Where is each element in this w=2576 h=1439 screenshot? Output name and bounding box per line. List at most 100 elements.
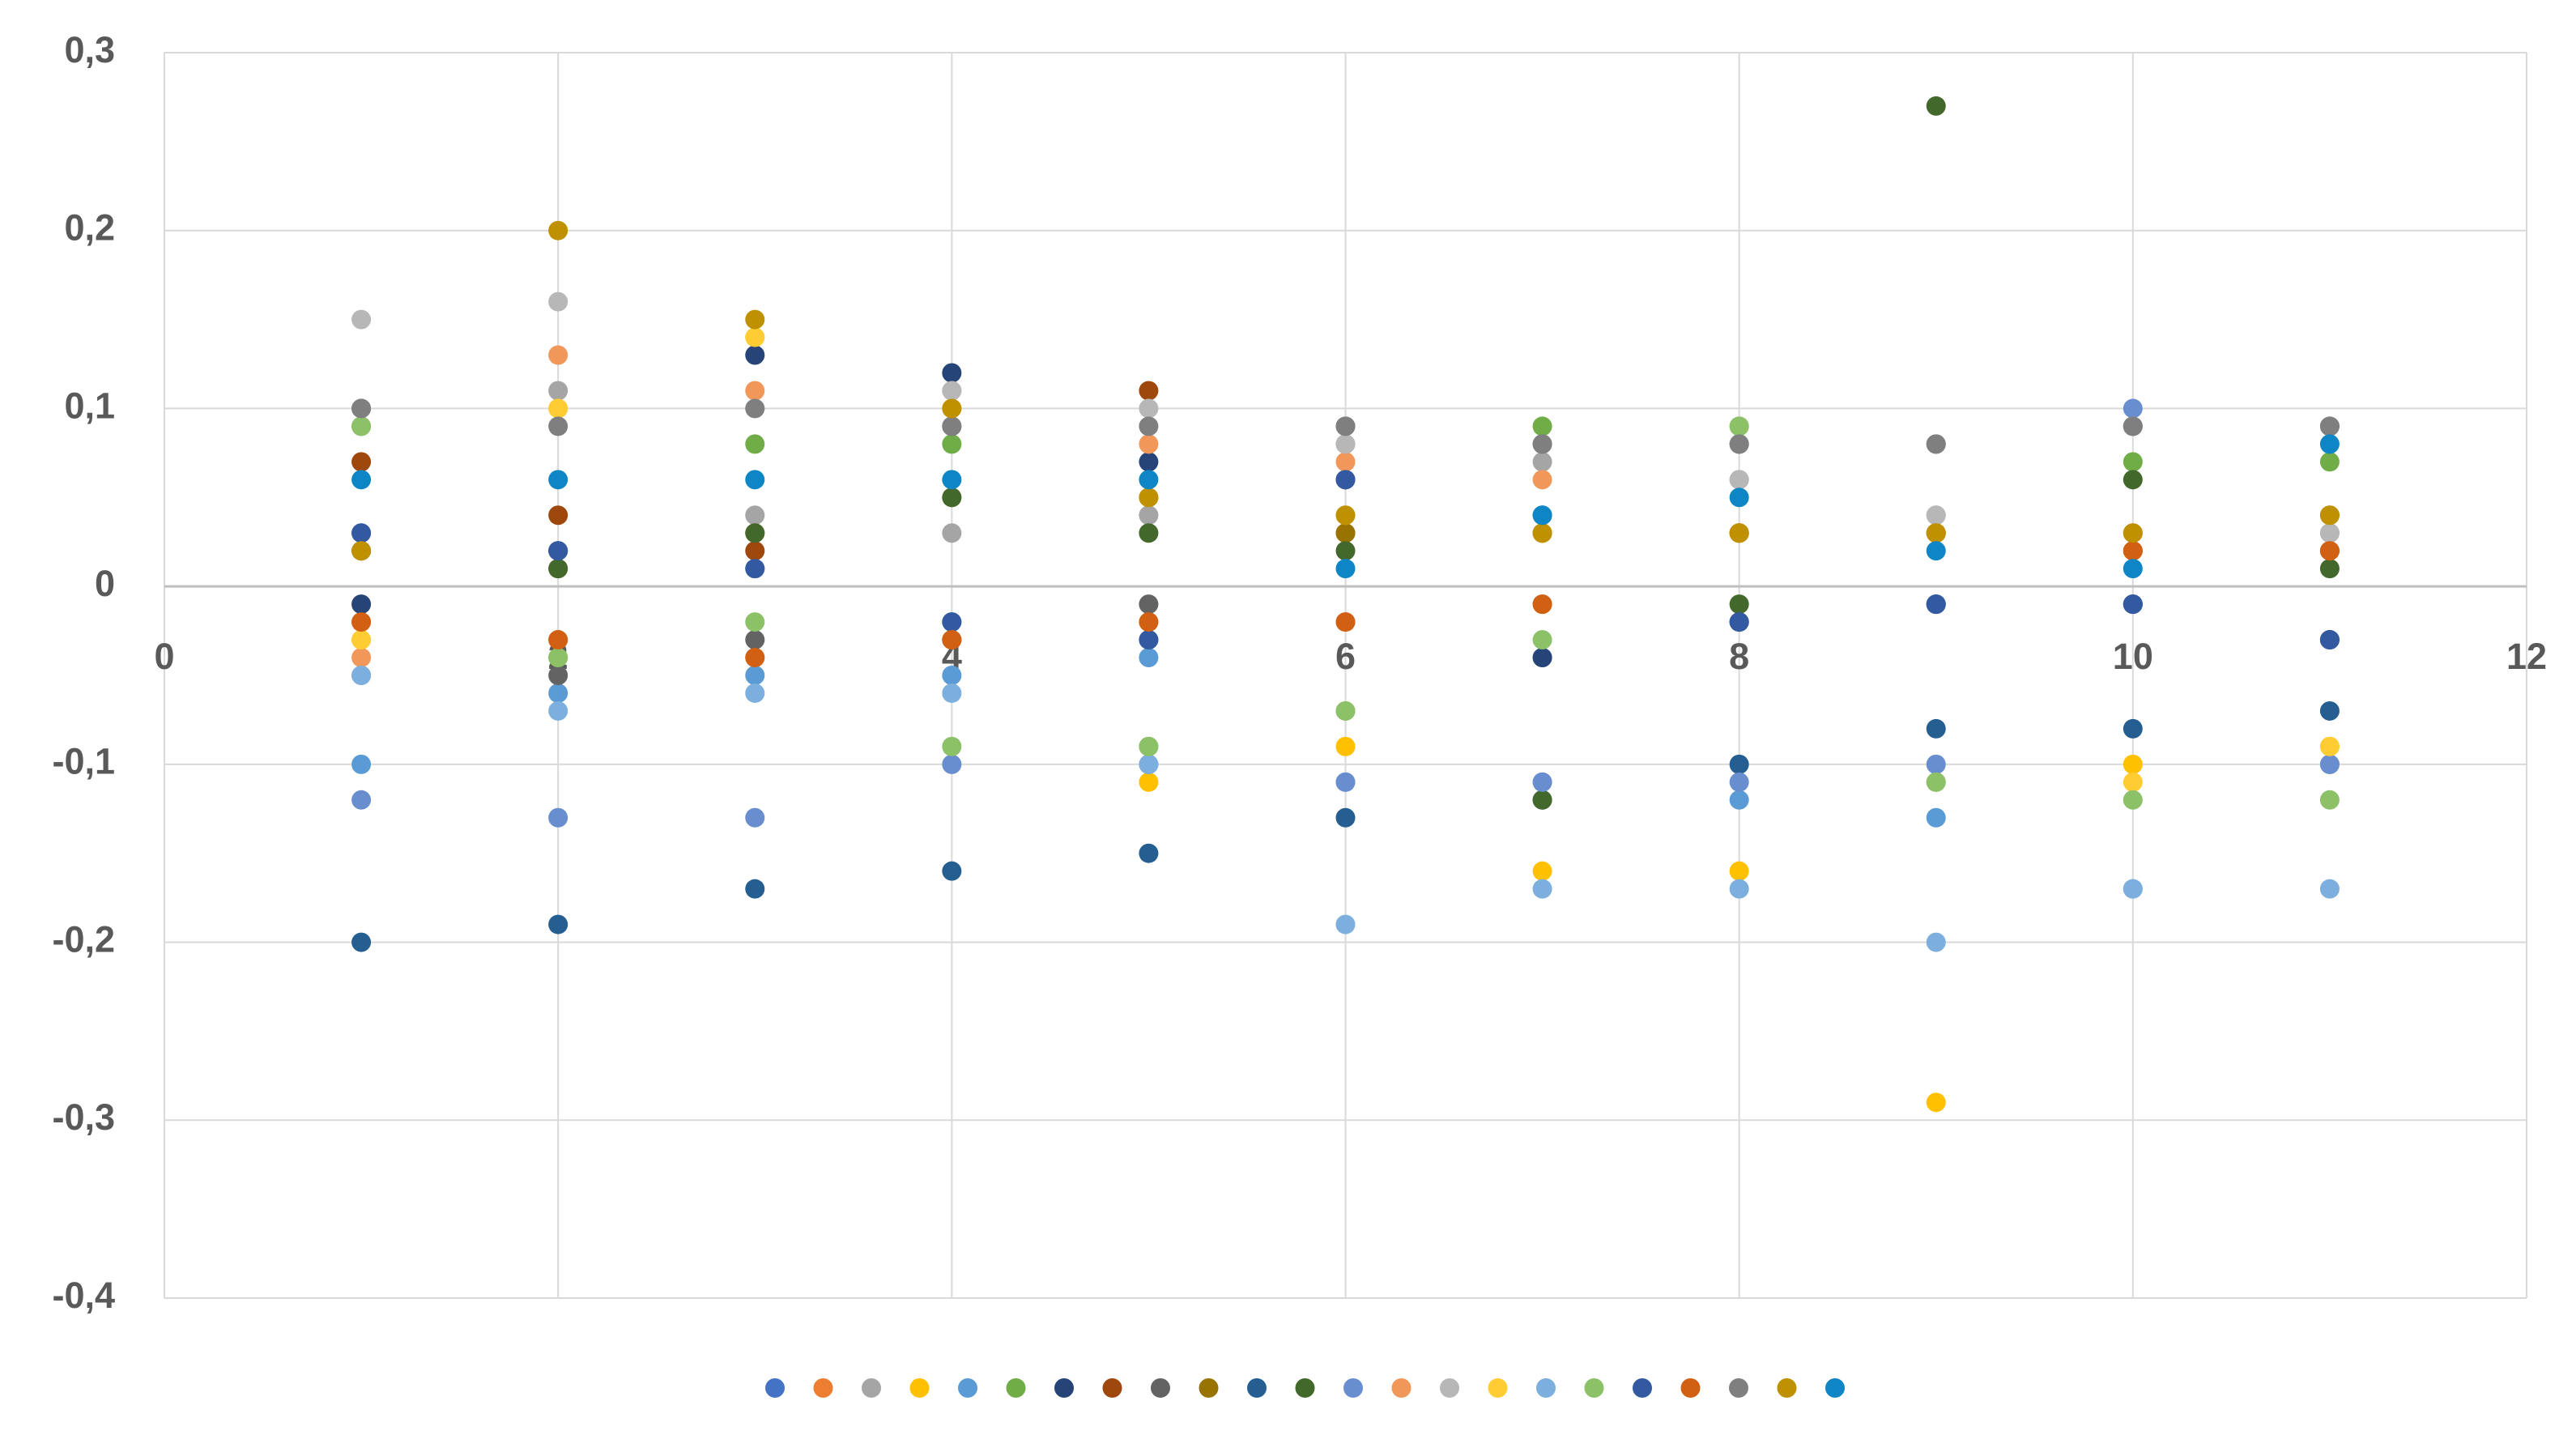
data-point [745,381,765,401]
data-point [942,470,962,490]
data-point [1532,772,1552,792]
data-point [2319,559,2340,579]
data-point [1926,932,1946,952]
data-point [1335,914,1356,934]
data-point [1335,505,1356,526]
data-point [2319,523,2340,543]
data-point [1926,523,1946,543]
data-point [548,220,568,241]
data-point [2123,718,2143,739]
data-point [1729,861,1749,881]
data-point [1532,470,1552,490]
data-point [1139,470,1159,490]
data-point [548,505,568,526]
legend-marker [909,1378,930,1398]
data-point [1335,416,1356,436]
data-point [351,416,372,436]
data-point [1729,487,1749,508]
data-point [2123,416,2143,436]
data-point [1335,470,1356,490]
data-point [745,666,765,685]
data-point [351,932,372,952]
legend-marker [1729,1378,1748,1398]
data-point [351,398,372,419]
y-tick-label: -0,4 [52,1275,115,1316]
data-point [1926,505,1946,526]
data-point [745,807,765,828]
legend-marker [1825,1378,1845,1398]
data-point [1335,559,1356,579]
data-point [1532,879,1552,899]
data-point [351,541,372,561]
legend-marker [1054,1378,1074,1398]
legend-marker [1584,1378,1604,1398]
data-point [2319,505,2340,526]
data-point [1532,861,1552,881]
data-point [1926,434,1946,454]
data-point [2123,470,2143,490]
data-point [1335,700,1356,721]
data-point [351,452,372,472]
data-point [2319,790,2340,810]
data-point [1139,754,1159,774]
data-point [2123,790,2143,810]
data-point [1532,416,1552,436]
legend-marker [1391,1378,1411,1398]
data-point [1139,381,1159,401]
data-point [1729,470,1749,490]
data-point [1532,790,1552,810]
legend-marker [1777,1378,1797,1398]
y-tick-label: -0,2 [52,918,115,960]
data-point [1139,523,1159,543]
data-point [1335,452,1356,472]
data-point [548,630,568,650]
data-point [1926,541,1946,561]
data-point [1926,718,1946,739]
data-point [1335,541,1356,561]
data-point [1139,452,1159,472]
data-point [2123,541,2143,561]
data-point [548,648,568,668]
data-point [2319,416,2340,436]
data-point [745,345,765,365]
data-point [1532,648,1552,668]
x-tick-label: 8 [1729,636,1749,677]
data-point [745,630,765,650]
data-point [548,541,568,561]
data-point [2319,754,2340,774]
y-tick-label: -0,1 [52,741,115,782]
data-point [1335,434,1356,454]
data-point [942,666,962,685]
legend-marker [1295,1378,1315,1398]
data-point [1532,523,1552,543]
legend-marker [1680,1378,1701,1398]
data-point [1532,630,1552,650]
data-point [2123,594,2143,615]
data-point [745,879,765,899]
y-tick-label: -0,3 [52,1096,115,1138]
data-point [1729,790,1749,810]
data-point [2123,879,2143,899]
data-point [351,754,372,774]
data-point [548,292,568,312]
data-point [351,594,372,615]
data-point [1926,807,1946,828]
data-point [942,381,962,401]
data-point [942,861,962,881]
data-point [1335,612,1356,632]
data-point [1139,630,1159,650]
legend-marker [1440,1378,1459,1398]
data-point [1139,612,1159,632]
data-point [1139,843,1159,863]
data-point [745,398,765,419]
data-point [1335,523,1356,543]
data-point [2123,559,2143,579]
data-point [2319,630,2340,650]
data-point [548,807,568,828]
data-point [351,523,372,543]
data-point [745,541,765,561]
data-point [1926,772,1946,792]
data-point [2319,879,2340,899]
data-point [1335,807,1356,828]
data-point [1532,505,1552,526]
